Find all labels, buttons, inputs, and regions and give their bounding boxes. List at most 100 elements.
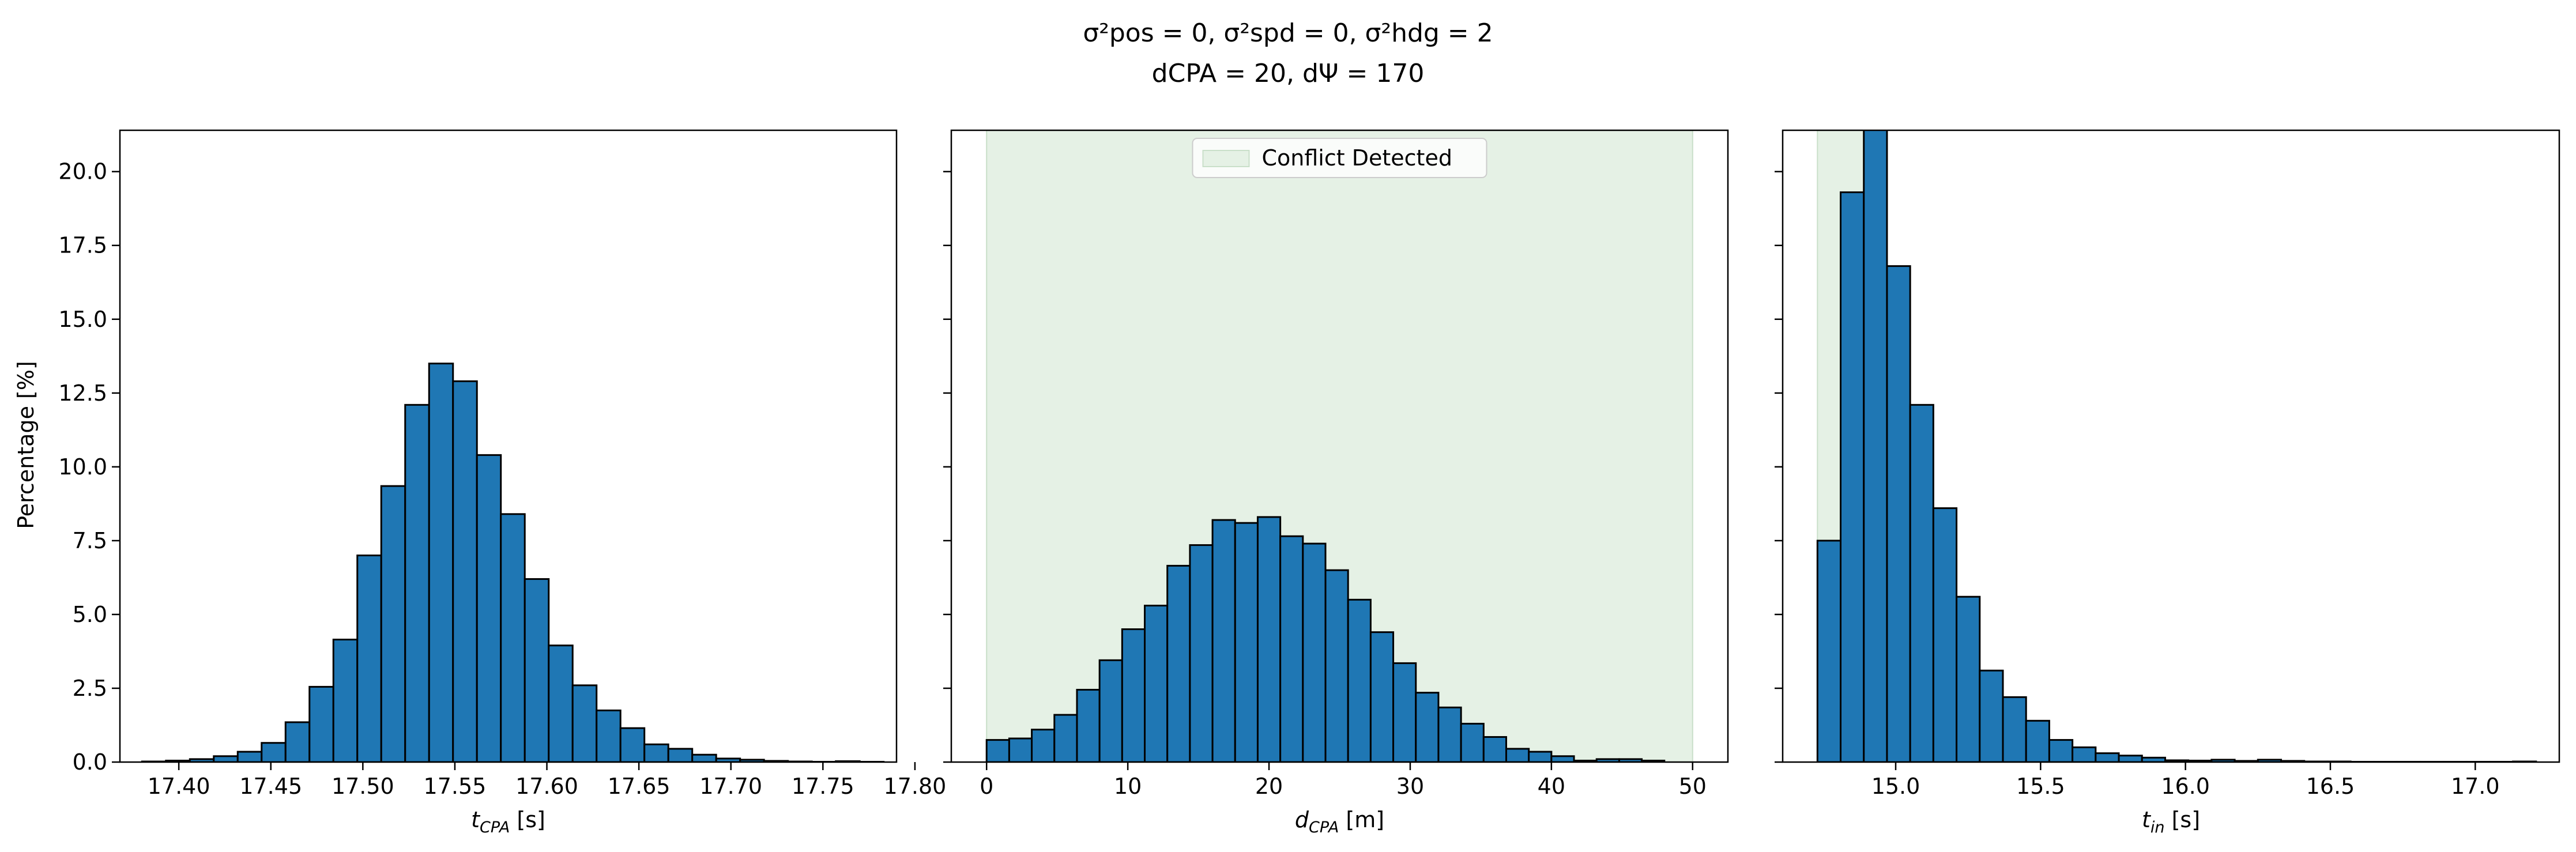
histogram-bar (1816, 540, 1842, 762)
suptitle: σ²pos = 0, σ²spd = 0, σ²hdg = 2 dCPA = 2… (1083, 18, 1493, 88)
x-tick-label: 20 (1255, 774, 1283, 799)
x-tick-label: 15.0 (1871, 774, 1920, 799)
histogram-bar (1956, 595, 1981, 762)
histogram-bar (2095, 752, 2120, 762)
histogram-bar (2118, 755, 2143, 762)
y-tick-label: 20.0 (58, 159, 107, 184)
histogram-bar (571, 684, 598, 762)
histogram-bar (308, 685, 334, 762)
y-tick-label: 2.5 (73, 676, 107, 701)
shared-y-axis-label: Percentage [%] (13, 361, 39, 529)
x-tick-label: 40 (1538, 774, 1565, 799)
x-tick-label: 10 (1114, 774, 1142, 799)
histogram-bar (1211, 519, 1236, 762)
histogram-bar (236, 751, 263, 762)
histogram-bar (452, 380, 478, 762)
histogram-bar (404, 404, 430, 762)
histogram-bar (500, 513, 526, 762)
histogram-bar (1550, 755, 1575, 762)
histogram-bar (985, 739, 1010, 762)
histogram-bar (1098, 659, 1123, 762)
y-tick-label: 15.0 (58, 307, 107, 332)
histogram-bar (1979, 669, 2004, 762)
x-tick-label: 17.50 (332, 774, 394, 799)
x-tick-label: 30 (1396, 774, 1424, 799)
panel-t-cpa: 17.40 17.45 17.50 17.55 17.60 17.65 17.70 17.75… (58, 129, 947, 836)
histogram-bar (1347, 598, 1372, 762)
suptitle-line-1: σ²pos = 0, σ²spd = 0, σ²hdg = 2 (1083, 18, 1493, 48)
legend: Conflict Detected (1192, 138, 1487, 178)
x-tick-label: 0 (980, 774, 993, 799)
histogram-bar (1392, 662, 1417, 762)
histogram-bar (1234, 522, 1259, 762)
y-tick-label: 5.0 (73, 602, 107, 627)
legend-swatch (1202, 150, 1250, 167)
axes-frame (950, 129, 1729, 763)
x-tick-label: 17.80 (884, 774, 947, 799)
histogram-bar (667, 748, 694, 762)
histogram-bar (476, 454, 502, 762)
x-tick-label: 17.0 (2451, 774, 2500, 799)
axes-frame (1782, 129, 2560, 763)
histogram-bar (1053, 714, 1078, 762)
x-tick-label: 17.45 (239, 774, 302, 799)
histogram-bar (1279, 535, 1304, 762)
histogram-bar (1166, 564, 1191, 762)
histogram-bar (428, 363, 454, 762)
plot-area (141, 363, 885, 762)
histogram-bar (1482, 736, 1507, 762)
histogram-bar (1256, 516, 1282, 762)
histogram-bar (1121, 628, 1146, 762)
histogram-bar (1031, 729, 1056, 762)
histogram-bar (332, 638, 359, 762)
histogram-bar (261, 742, 287, 762)
x-tick-label: 50 (1679, 774, 1707, 799)
histogram-bar (2002, 696, 2027, 762)
x-tick-label: 17.65 (608, 774, 671, 799)
histogram-bar (524, 578, 550, 762)
axes-frame (119, 129, 898, 763)
x-tick-label: 17.40 (148, 774, 210, 799)
histogram-bar (1909, 404, 1934, 762)
histogram-bar (1437, 706, 1462, 762)
histogram-bar (548, 644, 574, 762)
x-tick-label: 15.5 (2016, 774, 2065, 799)
legend-box (1192, 138, 1487, 178)
histogram-bar (1528, 751, 1553, 762)
legend-label: Conflict Detected (1262, 145, 1452, 171)
histogram-bar (1886, 265, 1911, 762)
x-tick-label: 17.60 (515, 774, 578, 799)
x-tick-label: 16.0 (2161, 774, 2210, 799)
x-tick-label: 17.55 (424, 774, 487, 799)
histogram-bar (1302, 542, 1327, 762)
histogram-bar (1863, 130, 1888, 762)
histogram-bar (619, 727, 646, 762)
x-axis-label: dCPA [m] (1295, 807, 1384, 836)
suptitle-line-2: dCPA = 20, dΨ = 170 (1152, 59, 1425, 88)
plot-area (985, 130, 1693, 762)
y-tick-label: 0.0 (73, 749, 107, 775)
histogram-bar (2025, 719, 2050, 762)
histogram-bar (596, 709, 622, 762)
panel-d-cpa: 0 10 20 30 40 50 dCPA [m] Conflict Detected (943, 129, 1729, 836)
histogram-bar (1460, 722, 1485, 762)
histogram-bar (1505, 748, 1530, 762)
y-tick-label: 12.5 (58, 380, 107, 406)
y-tick-label: 10.0 (58, 454, 107, 480)
histogram-bar (691, 753, 717, 762)
x-axis-label: tCPA [s] (471, 807, 545, 836)
histogram-bar (2072, 746, 2097, 762)
histogram-bar (1932, 507, 1958, 762)
panel-t-in: 15.0 15.5 16.0 16.5 17.0 tin [s] (1775, 129, 2560, 836)
histogram-bar (213, 755, 239, 762)
histogram-bar (284, 721, 311, 762)
x-tick-label: 17.75 (792, 774, 854, 799)
histogram-bar (1008, 737, 1033, 762)
plot-area (1816, 130, 2537, 762)
y-tick-label: 17.5 (58, 233, 107, 258)
histogram-bar (1189, 544, 1214, 762)
histogram-bar (1144, 605, 1169, 762)
histogram-bar (356, 554, 382, 762)
histogram-bar (643, 743, 669, 762)
